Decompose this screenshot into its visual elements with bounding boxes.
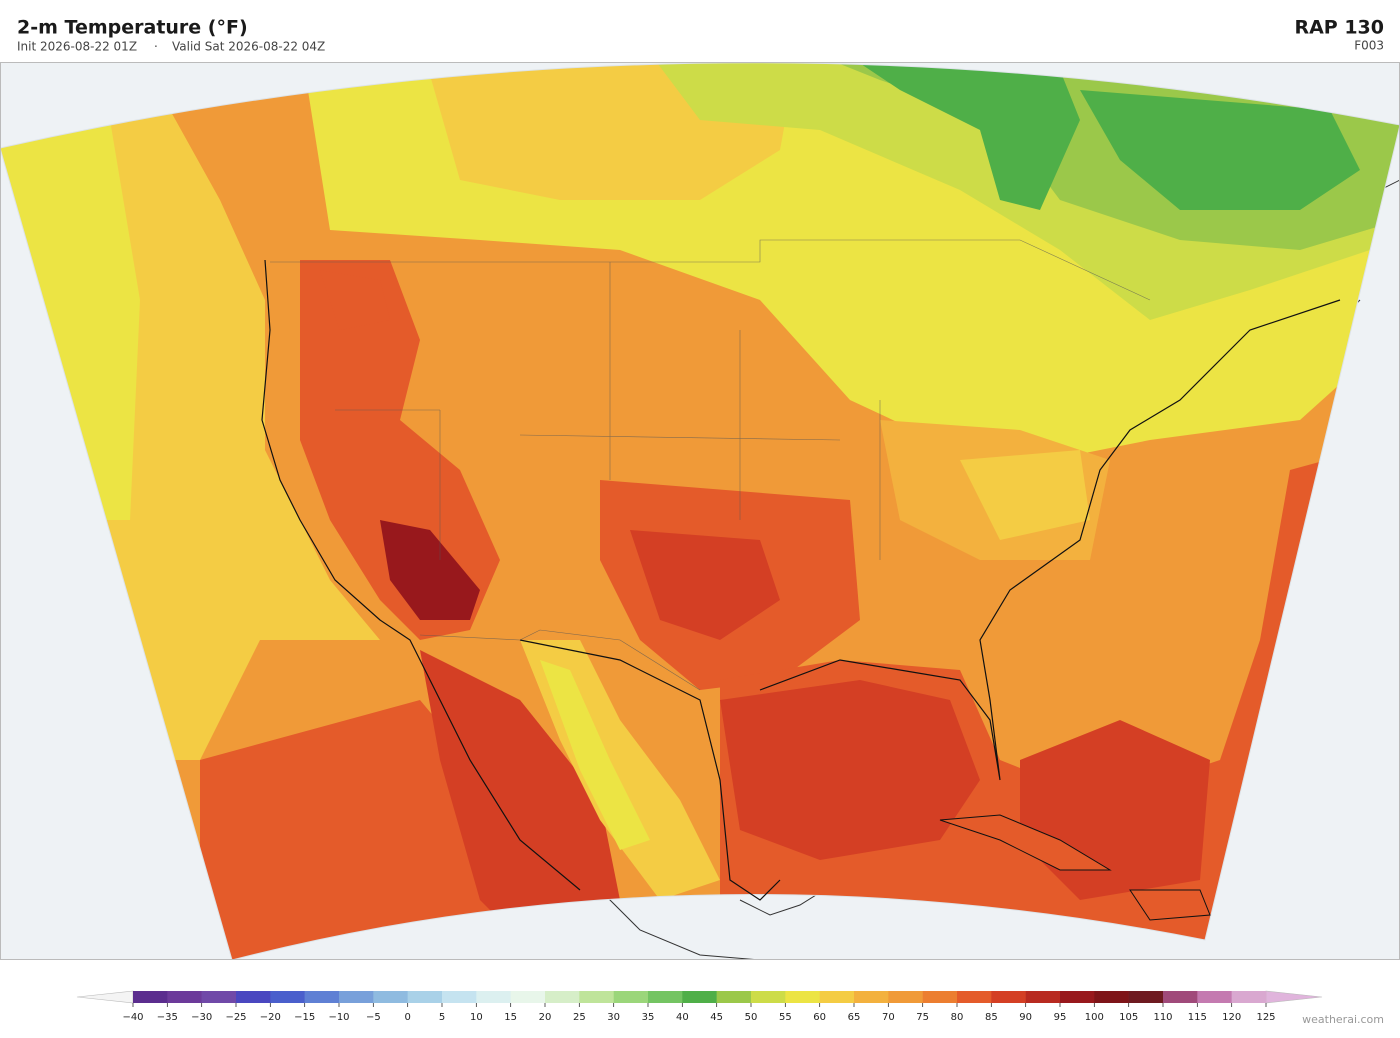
domain-edge [0, 62, 1400, 960]
colorbar-swatch [682, 991, 717, 1003]
colorbar-tick-label: 110 [1153, 1012, 1172, 1023]
colorbar: −40 −35 −30 −25 −20 −15 −10 −5 0 5 10 15 20 25 30 35 40 4… [76, 990, 1323, 1023]
valid-time: Valid Sat 2026-08-22 04Z [172, 40, 325, 54]
colorbar-tick-label: 125 [1256, 1012, 1275, 1023]
colorbar-swatch [510, 991, 546, 1003]
colorbar-swatch [373, 991, 408, 1003]
colorbar-tick-label: −10 [328, 1012, 349, 1023]
islands [939, 814, 1211, 921]
colorbar-swatch [613, 991, 649, 1003]
init-time: Init 2026-08-22 01Z [17, 40, 137, 54]
colorbar-swatch [785, 991, 820, 1003]
colorbar-tick-label: 35 [642, 1012, 655, 1023]
map [0, 62, 1400, 960]
colorbar-swatch [854, 991, 889, 1003]
colorbar-tick-label: 45 [710, 1012, 723, 1023]
colorbar-swatch [579, 991, 614, 1003]
colorbar-swatch [991, 991, 1026, 1003]
colorbar-tick-label: 65 [848, 1012, 861, 1023]
colorbar-swatch [442, 991, 477, 1003]
coastline [261, 259, 1341, 901]
colorbar-tick-label: −5 [366, 1012, 381, 1023]
colorbar-swatch [751, 991, 786, 1003]
colorbar-swatch [819, 991, 855, 1003]
colorbar-swatch [236, 991, 271, 1003]
colorbar-under [76, 990, 134, 1004]
colorbar-swatch [1197, 991, 1232, 1003]
colorbar-tick-label: −20 [260, 1012, 281, 1023]
colorbar-tick-label: −25 [225, 1012, 246, 1023]
colorbar-swatch [133, 991, 168, 1003]
colorbar-swatch [922, 991, 958, 1003]
colorbar-swatch [888, 991, 923, 1003]
colorbar-tick-label: 70 [882, 1012, 895, 1023]
colorbar-swatch [1163, 991, 1198, 1003]
colorbar-swatch [648, 991, 683, 1003]
colorbar-swatch [545, 991, 580, 1003]
colorbar-tick-label: 75 [916, 1012, 929, 1023]
colorbar-swatch [957, 991, 992, 1003]
colorbar-tick-label: 30 [607, 1012, 620, 1023]
colorbar-tick-label: 120 [1222, 1012, 1241, 1023]
colorbar-tick-label: 40 [676, 1012, 689, 1023]
colorbar-tick-label: −35 [157, 1012, 178, 1023]
title: 2-m Temperature (°F) [17, 17, 248, 39]
colorbar-tick-label: 60 [813, 1012, 826, 1023]
colorbar-swatch [407, 991, 443, 1003]
colorbar-tick-label: 20 [539, 1012, 552, 1023]
colorbar-tick-label: −15 [294, 1012, 315, 1023]
colorbar-swatch [167, 991, 202, 1003]
colorbar-swatch [270, 991, 305, 1003]
outline [599, 179, 1400, 960]
colorbar-swatch [201, 991, 237, 1003]
colorbar-swatch [304, 991, 340, 1003]
colorbar-tick-label: 115 [1188, 1012, 1207, 1023]
colorbar-swatch [339, 991, 374, 1003]
colorbar-tick-label: 105 [1119, 1012, 1138, 1023]
credit: weatherai.com [1302, 1013, 1384, 1026]
colorbar-tick-label: 10 [470, 1012, 483, 1023]
colorbar-tick-label: 15 [504, 1012, 517, 1023]
colorbar-tick-label: 95 [1054, 1012, 1067, 1023]
colorbar-tick-label: −40 [122, 1012, 143, 1023]
colorbar-tick-label: 80 [951, 1012, 964, 1023]
colorbar-tick-label: 50 [745, 1012, 758, 1023]
model-name: RAP 130 [1294, 17, 1384, 39]
borders [270, 239, 1151, 691]
colorbar-swatch [1060, 991, 1095, 1003]
colorbar-swatch [1094, 991, 1129, 1003]
colorbar-swatch [1231, 991, 1267, 1003]
forecast-hour: F003 [1354, 39, 1384, 53]
colorbar-tick-label: 0 [404, 1012, 410, 1023]
temperature-field [0, 62, 1400, 960]
colorbar-tick-label: 85 [985, 1012, 998, 1023]
colorbar-tick-label: 25 [573, 1012, 586, 1023]
colorbar-tick-label: 100 [1085, 1012, 1104, 1023]
colorbar-swatch [1128, 991, 1164, 1003]
colorbar-tick-label: 5 [439, 1012, 445, 1023]
colorbar-swatch [476, 991, 511, 1003]
colorbar-swatch [1025, 991, 1061, 1003]
colorbar-tick-label: 90 [1019, 1012, 1032, 1023]
separator: · [154, 40, 158, 54]
colorbar-tick-label: 55 [779, 1012, 792, 1023]
colorbar-swatch [716, 991, 752, 1003]
colorbar-tick-label: −30 [191, 1012, 212, 1023]
colorbar-over [1265, 990, 1323, 1004]
